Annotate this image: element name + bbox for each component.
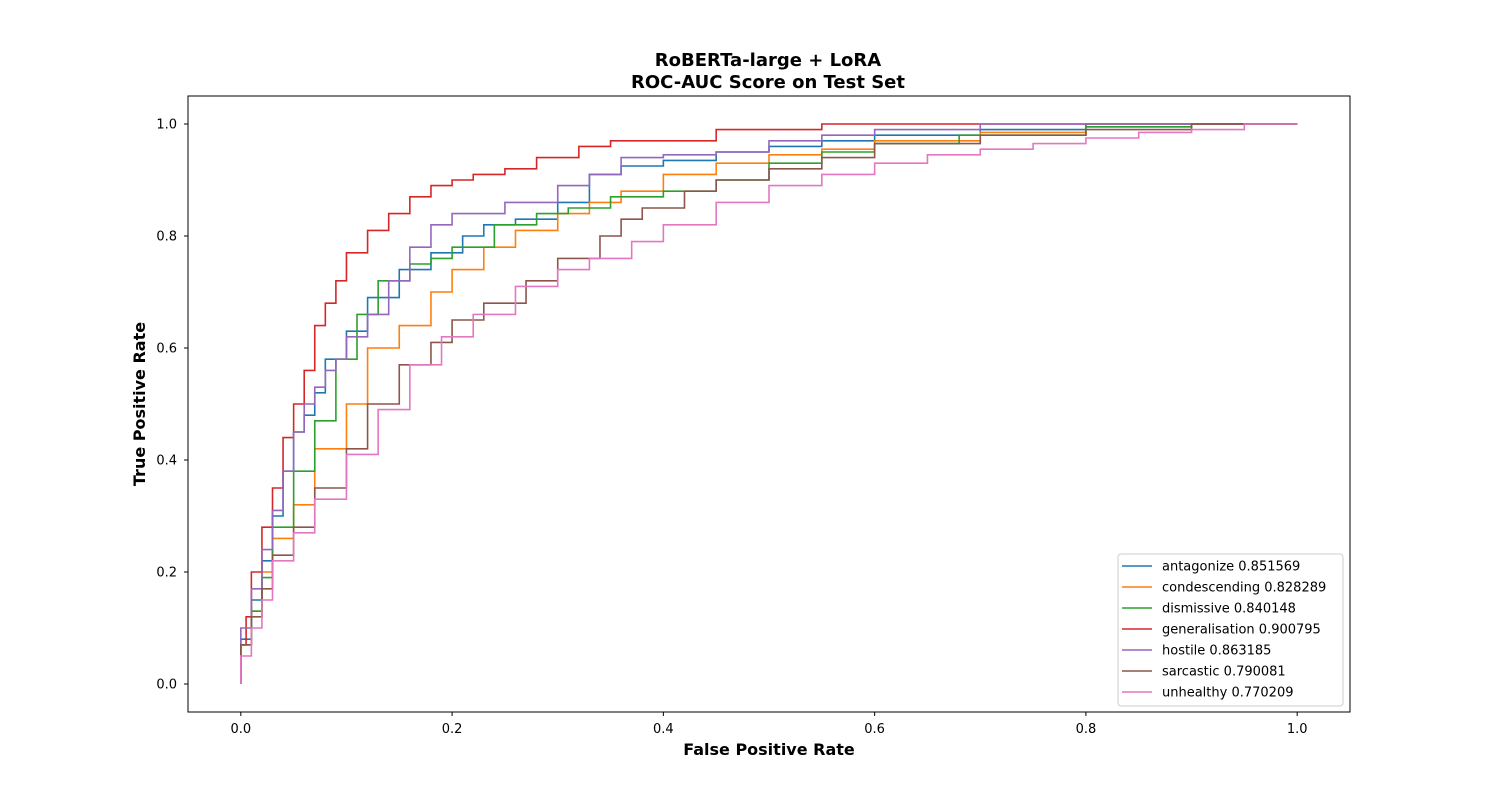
chart-title: RoBERTa-large + LoRA [655,50,881,71]
plot-lines [240,123,1298,684]
legend-box [1117,553,1344,707]
roc-curve-generalisation [240,123,1298,684]
x-tick-label: 0.0 [230,722,251,737]
legend-label: unhealthy 0.770209 [1162,686,1294,701]
chart-subtitle: ROC-AUC Score on Test Set [631,72,905,93]
y-tick-label: 0.6 [156,342,177,357]
legend-label: dismissive 0.840148 [1162,602,1296,617]
y-tick-label: 0.0 [156,678,177,693]
x-tick-label: 0.6 [864,722,885,737]
x-axis-ticks: 0.0 0.2 0.4 0.6 0.8 1.0 [230,712,1308,737]
y-tick-label: 0.8 [156,230,177,245]
y-tick-label: 0.4 [156,454,177,469]
legend: antagonize 0.851569 condescending 0.82828… [1117,553,1344,707]
legend-label: sarcastic 0.790081 [1162,665,1286,680]
plot-frame [187,95,1351,713]
x-tick-label: 1.0 [1287,722,1308,737]
legend-label: antagonize 0.851569 [1162,560,1300,575]
y-tick-label: 0.2 [156,566,177,581]
x-tick-label: 0.8 [1076,722,1097,737]
y-axis-ticks: 0.0 0.2 0.4 0.6 0.8 1.0 [156,118,188,693]
legend-label: hostile 0.863185 [1162,644,1271,659]
x-axis-label: False Positive Rate [683,740,855,759]
legend-label: generalisation 0.900795 [1162,623,1321,638]
x-tick-label: 0.4 [653,722,674,737]
legend-label: condescending 0.828289 [1162,581,1326,596]
y-tick-label: 1.0 [156,118,177,133]
roc-curve-unhealthy [240,123,1298,684]
x-tick-label: 0.2 [442,722,463,737]
roc-curve-hostile [240,123,1298,684]
y-axis-label: True Positive Rate [130,322,149,486]
